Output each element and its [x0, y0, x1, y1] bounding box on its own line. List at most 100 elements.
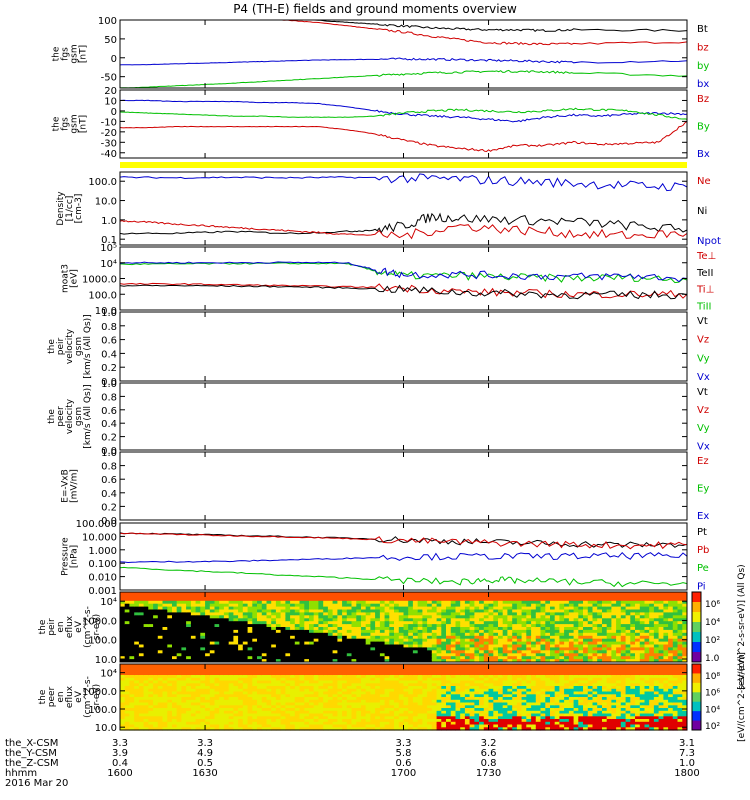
- spectrogram-cell: [181, 609, 187, 613]
- spectrogram-cell: [370, 606, 376, 610]
- spectrogram-cell: [290, 644, 296, 648]
- spectrogram-cell: [370, 621, 376, 625]
- spectrogram-cell: [483, 615, 489, 619]
- spectrogram-cell: [602, 606, 608, 610]
- spectrogram-cell: [606, 597, 612, 602]
- spectrogram-cell: [176, 621, 182, 625]
- spectrogram-cell: [271, 629, 277, 634]
- spectrogram-cell: [318, 710, 324, 715]
- spectrogram-cell: [134, 618, 140, 622]
- spectrogram-cell: [261, 705, 267, 709]
- spectrogram-cell: [450, 653, 456, 657]
- spectrogram-cell: [205, 621, 211, 625]
- spectrogram-cell: [266, 624, 272, 628]
- spectrogram-cell: [153, 677, 159, 682]
- spectrogram-cell: [290, 629, 296, 634]
- spectrogram-cell: [223, 694, 230, 698]
- spectrogram-cell: [436, 644, 442, 648]
- spectrogram-cell: [625, 632, 631, 637]
- spectrogram-cell: [223, 669, 230, 673]
- spectrogram-cell: [148, 644, 154, 648]
- spectrogram-cell: [446, 724, 452, 728]
- spectrogram-cell: [653, 624, 660, 628]
- spectrogram-cell: [172, 697, 178, 701]
- spectrogram-cell: [583, 592, 589, 596]
- spectrogram-cell: [361, 716, 367, 720]
- spectrogram-cell: [143, 708, 149, 712]
- spectrogram-cell: [668, 618, 674, 622]
- spectrogram-cell: [176, 699, 182, 704]
- spectrogram-cell: [247, 641, 253, 645]
- spectrogram-cell: [583, 609, 589, 613]
- spectrogram-cell: [498, 597, 504, 602]
- colorbar-segment: [692, 592, 701, 603]
- spectrogram-cell: [134, 606, 140, 610]
- spectrogram-cell: [483, 592, 489, 596]
- spectrogram-cell: [200, 638, 206, 643]
- spectrogram-cell: [682, 621, 688, 625]
- spectrogram-cell: [238, 705, 244, 709]
- spectrogram-cell: [493, 624, 499, 628]
- spectrogram-cell: [384, 597, 390, 602]
- spectrogram-cell: [417, 597, 423, 602]
- spectrogram-cell: [361, 600, 367, 605]
- spectrogram-cell: [394, 592, 400, 596]
- spectrogram-cell: [148, 627, 154, 631]
- spectrogram-cell: [280, 672, 286, 676]
- spectrogram-cell: [181, 686, 187, 690]
- spectrogram-cell: [280, 618, 286, 622]
- spectrogram-cell: [172, 656, 178, 660]
- spectrogram-cell: [394, 727, 400, 731]
- spectrogram-cell: [190, 618, 197, 622]
- spectrogram-cell: [134, 724, 140, 728]
- spectrogram-cell: [181, 697, 187, 701]
- spectrogram-cell: [153, 650, 159, 654]
- spectrogram-cell: [365, 702, 371, 706]
- spectrogram-cell: [431, 612, 437, 616]
- spectrogram-cell: [408, 618, 414, 622]
- spectrogram-cell: [162, 669, 168, 673]
- spectrogram-cell: [635, 621, 641, 625]
- spectrogram-cell: [592, 641, 598, 645]
- y-axis-label: Pressure: [61, 537, 71, 576]
- spectrogram-cell: [375, 656, 381, 660]
- spectrogram-cell: [313, 672, 319, 676]
- spectrogram-cell: [195, 686, 201, 690]
- spectrogram-cell: [398, 677, 404, 682]
- spectrogram-cell: [639, 635, 645, 640]
- spectrogram-cell: [233, 635, 239, 640]
- spectrogram-cell: [186, 627, 192, 631]
- spectrogram-cell: [257, 594, 263, 599]
- spectrogram-cell: [138, 600, 145, 605]
- spectrogram-cell: [252, 702, 258, 706]
- spectrogram-cell: [389, 618, 395, 622]
- spectrogram-cell: [564, 600, 570, 605]
- spectrogram-cell: [266, 716, 272, 720]
- spectrogram-cell: [342, 697, 348, 701]
- spectrogram-cell: [488, 632, 494, 637]
- spectrogram-cell: [422, 716, 428, 720]
- spectrogram-cell: [304, 691, 310, 695]
- spectrogram-cell: [304, 624, 310, 628]
- spectrogram-cell: [214, 727, 220, 731]
- spectrogram-cell: [422, 624, 428, 628]
- spectrogram-cell: [257, 683, 263, 687]
- spectrogram-cell: [219, 641, 225, 645]
- spectrogram-cell: [214, 600, 220, 605]
- spectrogram-cell: [394, 597, 400, 602]
- spectrogram-cell: [479, 659, 485, 663]
- spectrogram-cell: [389, 612, 395, 616]
- spectrogram-cell: [620, 635, 626, 640]
- spectrogram-cell: [431, 606, 437, 610]
- spectrogram-cell: [195, 627, 201, 631]
- spectrogram-cell: [290, 632, 296, 637]
- spectrogram-cell: [450, 656, 456, 660]
- spectrogram-cell: [223, 708, 230, 712]
- spectrogram-cell: [167, 600, 173, 605]
- spectrogram-cell: [214, 644, 220, 648]
- spectrogram-cell: [327, 691, 334, 695]
- spectrogram-cell: [190, 647, 197, 651]
- spectrogram-cell: [375, 677, 381, 682]
- spectrogram-cell: [351, 656, 357, 660]
- spectrogram-cell: [446, 659, 452, 663]
